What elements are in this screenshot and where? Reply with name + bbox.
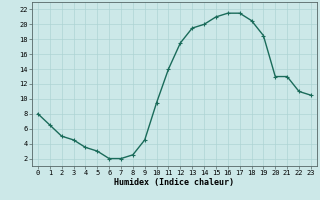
X-axis label: Humidex (Indice chaleur): Humidex (Indice chaleur)	[115, 178, 234, 187]
